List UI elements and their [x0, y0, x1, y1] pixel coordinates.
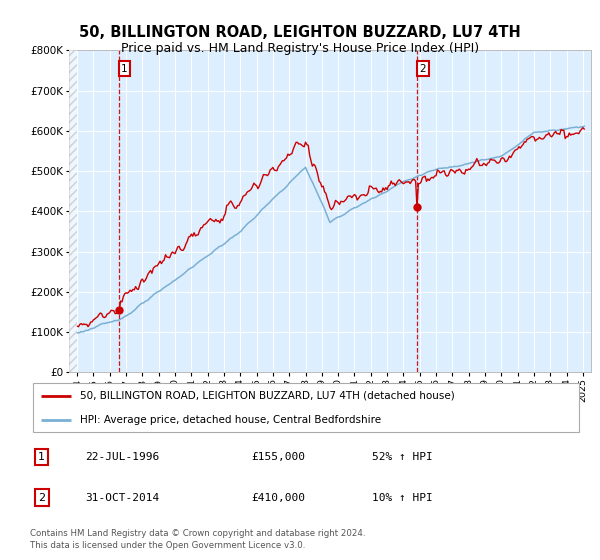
Text: 22-JUL-1996: 22-JUL-1996 — [85, 452, 160, 462]
Text: Contains HM Land Registry data © Crown copyright and database right 2024.
This d: Contains HM Land Registry data © Crown c… — [30, 529, 365, 550]
Text: 31-OCT-2014: 31-OCT-2014 — [85, 493, 160, 502]
Text: 52% ↑ HPI: 52% ↑ HPI — [372, 452, 433, 462]
Text: 50, BILLINGTON ROAD, LEIGHTON BUZZARD, LU7 4TH: 50, BILLINGTON ROAD, LEIGHTON BUZZARD, L… — [79, 25, 521, 40]
Text: 1: 1 — [38, 452, 45, 462]
Text: Price paid vs. HM Land Registry's House Price Index (HPI): Price paid vs. HM Land Registry's House … — [121, 42, 479, 55]
FancyBboxPatch shape — [33, 383, 579, 432]
Text: £155,000: £155,000 — [251, 452, 305, 462]
Text: 2: 2 — [419, 63, 426, 73]
Text: 10% ↑ HPI: 10% ↑ HPI — [372, 493, 433, 502]
Text: 2: 2 — [38, 493, 46, 502]
Text: 50, BILLINGTON ROAD, LEIGHTON BUZZARD, LU7 4TH (detached house): 50, BILLINGTON ROAD, LEIGHTON BUZZARD, L… — [80, 391, 454, 401]
Text: HPI: Average price, detached house, Central Bedfordshire: HPI: Average price, detached house, Cent… — [80, 414, 381, 424]
Text: £410,000: £410,000 — [251, 493, 305, 502]
Text: 1: 1 — [121, 63, 128, 73]
